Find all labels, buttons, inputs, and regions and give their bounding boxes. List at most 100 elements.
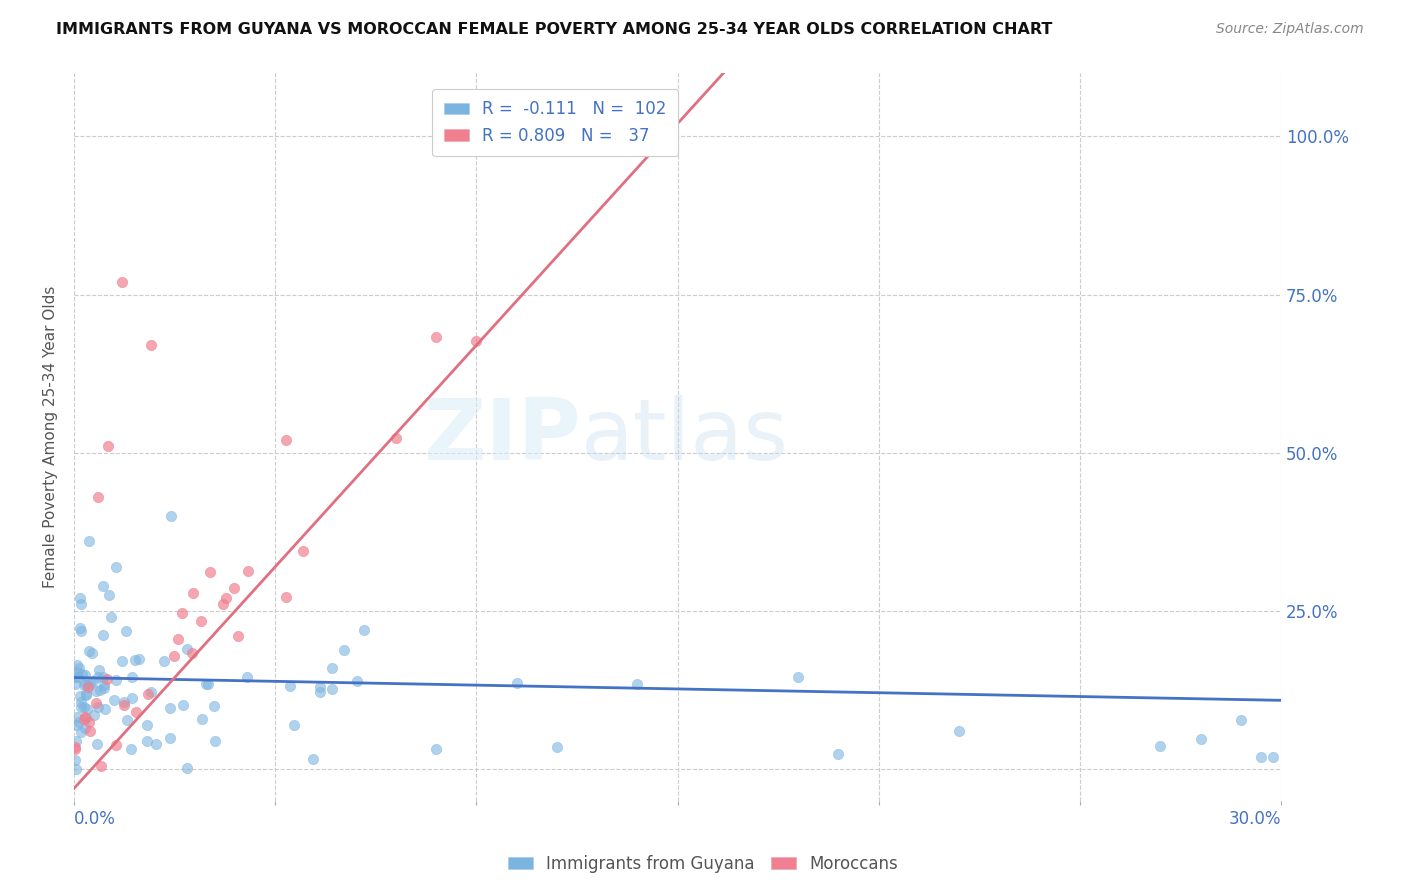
Point [425, 330, 447, 344]
Point [465, 334, 488, 348]
Point [226, 629, 249, 643]
Point [72, 713, 94, 727]
Point [77, 714, 100, 729]
Point [125, 706, 148, 720]
Point [215, 591, 238, 606]
Point [87, 670, 110, 684]
Point [138, 687, 160, 701]
Point [100, 610, 122, 624]
Point [65, 734, 87, 748]
Point [84, 684, 107, 698]
Point [77, 678, 100, 692]
Point [1189, 732, 1212, 747]
Point [75, 668, 97, 682]
Point [117, 713, 139, 727]
Point [385, 431, 408, 445]
Point [176, 761, 198, 775]
Point [97, 440, 120, 454]
Point [79, 677, 101, 691]
Point [505, 676, 527, 690]
Point [1250, 749, 1272, 764]
Point [112, 698, 135, 712]
Point [77, 534, 100, 549]
Point [75, 677, 97, 691]
Text: ZIP: ZIP [423, 395, 581, 478]
Point [194, 677, 217, 691]
Point [89, 682, 111, 697]
Point [190, 614, 212, 628]
Point [73, 678, 96, 692]
Point [93, 628, 115, 642]
Point [65, 762, 87, 776]
Point [139, 338, 162, 352]
Point [69, 700, 91, 714]
Point [626, 129, 648, 144]
Point [70, 597, 93, 611]
Point [87, 490, 110, 504]
Point [124, 653, 146, 667]
Point [65, 670, 87, 684]
Text: 30.0%: 30.0% [1229, 811, 1281, 829]
Point [302, 752, 325, 766]
Point [73, 699, 96, 714]
Point [104, 738, 127, 752]
Point [93, 701, 115, 715]
Point [63, 741, 86, 756]
Point [91, 670, 114, 684]
Point [283, 717, 305, 731]
Point [136, 733, 159, 747]
Y-axis label: Female Poverty Among 25-34 Year Olds: Female Poverty Among 25-34 Year Olds [44, 285, 58, 588]
Point [65, 717, 87, 731]
Point [211, 598, 233, 612]
Point [82, 646, 104, 660]
Text: IMMIGRANTS FROM GUYANA VS MOROCCAN FEMALE POVERTY AMONG 25-34 YEAR OLDS CORRELAT: IMMIGRANTS FROM GUYANA VS MOROCCAN FEMAL… [56, 22, 1053, 37]
Point [170, 607, 193, 621]
Point [66, 657, 89, 672]
Point [120, 741, 142, 756]
Point [76, 680, 98, 694]
Point [238, 564, 260, 578]
Point [89, 663, 111, 677]
Point [202, 698, 225, 713]
Point [75, 711, 97, 725]
Point [73, 710, 96, 724]
Point [1261, 749, 1284, 764]
Point [167, 632, 190, 646]
Point [1149, 739, 1171, 753]
Text: atlas: atlas [581, 395, 789, 478]
Point [76, 702, 98, 716]
Point [191, 712, 214, 726]
Point [200, 565, 222, 579]
Legend: Immigrants from Guyana, Moroccans: Immigrants from Guyana, Moroccans [501, 848, 905, 880]
Point [77, 644, 100, 658]
Point [274, 433, 297, 447]
Point [546, 739, 568, 754]
Point [93, 681, 115, 696]
Point [291, 544, 314, 558]
Point [69, 690, 91, 704]
Point [145, 737, 167, 751]
Point [79, 723, 101, 738]
Point [321, 682, 343, 697]
Point [70, 666, 93, 681]
Point [63, 753, 86, 767]
Point [111, 654, 134, 668]
Point [308, 684, 330, 698]
Point [67, 670, 90, 684]
Legend: R =  -0.111   N =  102, R = 0.809   N =   37: R = -0.111 N = 102, R = 0.809 N = 37 [433, 88, 679, 156]
Text: Source: ZipAtlas.com: Source: ZipAtlas.com [1216, 22, 1364, 37]
Point [111, 275, 134, 289]
Point [66, 665, 89, 679]
Point [222, 581, 245, 595]
Point [104, 673, 127, 688]
Point [1229, 713, 1251, 727]
Point [121, 691, 143, 706]
Point [141, 684, 163, 698]
Point [172, 698, 194, 713]
Point [333, 643, 356, 657]
Point [827, 747, 849, 762]
Point [787, 670, 810, 684]
Point [159, 731, 181, 746]
Point [83, 707, 105, 722]
Point [160, 509, 183, 524]
